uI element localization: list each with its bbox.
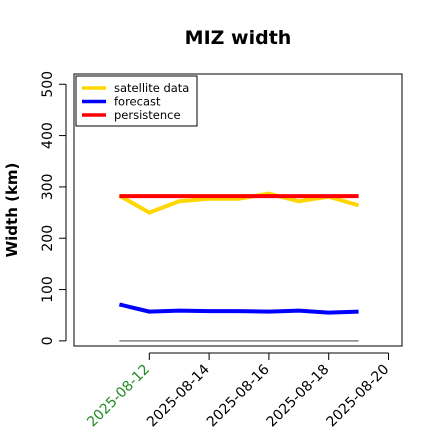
legend-label: forecast [114, 95, 161, 109]
chart-title: MIZ width [185, 27, 292, 49]
y-axis-label: Width (km) [3, 163, 21, 258]
y-tick-label: 400 [40, 122, 56, 149]
y-tick-label: 200 [40, 225, 56, 252]
y-tick-label: 300 [40, 174, 56, 201]
series-line-forecast [118, 302, 359, 315]
legend-label: satellite data [114, 81, 189, 95]
y-tick-label: 500 [40, 71, 56, 98]
plot-frame [73, 73, 403, 347]
y-tick-label: 0 [40, 336, 56, 345]
legend-label: persistence [114, 108, 181, 122]
y-tick-label: 100 [40, 276, 56, 303]
series-line-satellite-data [118, 191, 360, 215]
